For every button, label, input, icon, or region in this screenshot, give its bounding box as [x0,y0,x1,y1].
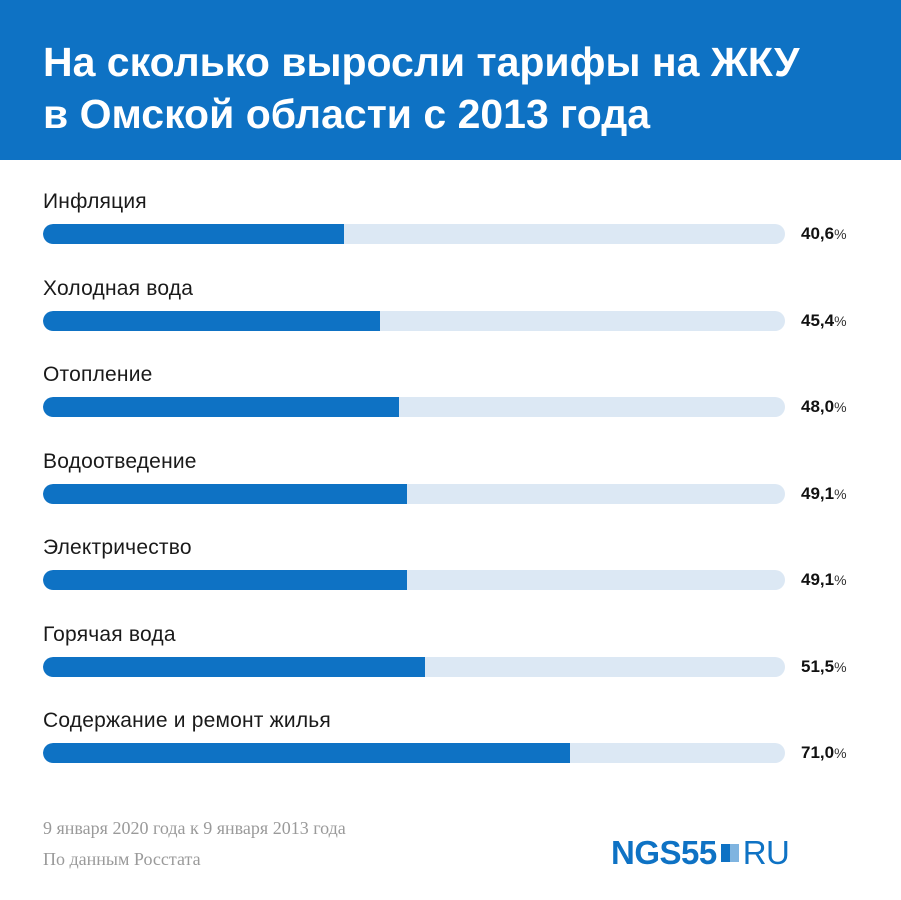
value-unit: % [834,572,847,588]
ngs55-logo: NGS55 RU [611,834,790,871]
value-label: 71,0% [801,743,847,763]
bar-track [43,310,785,331]
bar-track [43,743,785,763]
value-label: 49,1% [801,570,847,590]
value-label: 45,4% [801,311,847,331]
header-banner: На сколько выросли тарифы на ЖКУ в Омско… [0,0,901,160]
logo-suffix: RU [742,834,790,871]
bar-fill [43,483,407,504]
value-unit: % [834,658,847,675]
title-line-2: в Омской области с 2013 года [43,91,651,137]
category-label: Холодная вода [43,276,194,300]
chart-title: На сколько выросли тарифы на ЖКУ в Омско… [43,36,883,140]
category-label: Горячая вода [43,622,176,646]
value-unit: % [834,312,847,329]
bar-fill [43,743,570,763]
bar-track [43,224,785,244]
bar-row: Электричество 49,1% [0,536,901,616]
bar-track [43,483,785,504]
bar-track [43,656,785,677]
value-number: 49,1 [801,570,835,589]
value-label: 51,5% [801,657,847,677]
category-label: Электричество [43,536,192,559]
value-number: 48,0 [801,397,835,416]
value-label: 48,0% [801,397,847,417]
category-label: Инфляция [43,190,147,213]
bar-fill [43,224,344,244]
bar-fill [43,570,407,590]
bar-fill [43,310,380,331]
value-number: 40,6 [801,224,835,243]
value-label: 49,1% [801,484,847,504]
bar-track [43,397,785,417]
value-unit: % [834,399,847,415]
bar-fill [43,656,425,677]
bar-row: Отопление 48,0% [0,363,901,443]
bar-row: Водоотведение 49,1% [0,450,901,530]
bar-row: Горячая вода 51,5% [0,623,901,703]
value-unit: % [834,226,847,242]
title-line-1: На сколько выросли тарифы на ЖКУ [43,39,800,85]
value-number: 49,1 [801,483,835,503]
bar-track [43,570,785,590]
value-number: 45,4 [801,310,835,330]
bar-row: Холодная вода 45,4% [0,277,901,357]
value-label: 40,6% [801,224,847,244]
period-note: 9 января 2020 года к 9 января 2013 года [43,818,346,838]
value-number: 51,5 [801,656,835,676]
category-label: Содержание и ремонт жилья [43,709,331,732]
value-unit: % [834,485,847,502]
bar-fill [43,397,399,417]
category-label: Водоотведение [43,449,197,473]
source-note: По данным Росстата [43,849,201,869]
bar-row: Содержание и ремонт жилья 71,0% [0,709,901,789]
logo-main: NGS55 [611,834,717,871]
value-unit: % [834,745,847,761]
value-number: 71,0 [801,743,835,762]
category-label: Отопление [43,363,153,386]
bar-row: Инфляция 40,6% [0,190,901,270]
logo-square-icon [720,844,739,862]
